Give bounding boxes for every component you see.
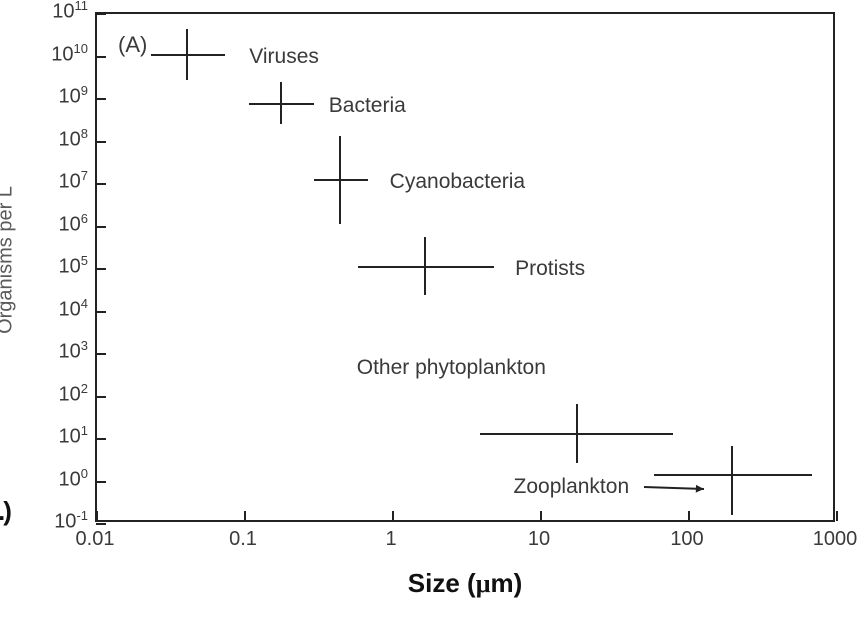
x-tick-label: 0.1 [229, 528, 257, 551]
errorbar-x-cyanobacteria [314, 179, 368, 181]
y-tick [96, 226, 106, 228]
y-tick [96, 56, 106, 58]
y-tick-label: 1011 [0, 1, 88, 24]
y-tick [96, 523, 106, 525]
y-tick-label: 103 [0, 341, 88, 364]
truncated-edge-text: .) [0, 496, 10, 527]
y-tick [96, 438, 106, 440]
y-tick-label: 104 [0, 298, 88, 321]
y-tick-label: 109 [0, 86, 88, 109]
errorbar-x-protists [358, 266, 494, 268]
errorbar-y-viruses [186, 29, 188, 80]
y-tick [96, 353, 106, 355]
errorbar-x-zooplankton [654, 474, 812, 476]
x-tick [96, 511, 98, 521]
y-tick-label: 105 [0, 256, 88, 279]
y-tick [96, 13, 106, 15]
y-tick [96, 396, 106, 398]
point-label-other-phytoplankton: Other phytoplankton [357, 356, 546, 380]
x-tick-label: 10 [528, 528, 550, 551]
y-tick-label: 108 [0, 128, 88, 151]
errorbar-y-other-phytoplankton [576, 404, 578, 463]
y-tick-label: 106 [0, 213, 88, 236]
x-tick-label: 1 [385, 528, 396, 551]
y-tick-label: 10-1 [0, 511, 88, 534]
x-tick [392, 511, 394, 521]
y-tick [96, 183, 106, 185]
arrow-zooplankton [638, 481, 710, 495]
errorbar-y-bacteria [280, 82, 282, 125]
errorbar-y-protists [424, 237, 426, 295]
point-label-viruses: Viruses [249, 45, 319, 69]
y-tick-label: 101 [0, 426, 88, 449]
errorbar-y-zooplankton [731, 446, 733, 514]
x-axis-title: Size (μm) [408, 568, 522, 599]
x-tick [836, 511, 838, 521]
y-tick-label: 107 [0, 171, 88, 194]
point-label-cyanobacteria: Cyanobacteria [390, 170, 525, 194]
x-tick [688, 511, 690, 521]
point-label-protists: Protists [515, 257, 585, 281]
point-label-bacteria: Bacteria [329, 94, 406, 118]
x-tick [244, 511, 246, 521]
y-tick-label: 100 [0, 468, 88, 491]
x-axis-title-text: Size ( [408, 568, 476, 598]
errorbar-y-cyanobacteria [339, 136, 341, 224]
y-tick [96, 98, 106, 100]
x-tick-label: 100 [670, 528, 703, 551]
y-tick [96, 268, 106, 270]
x-tick-label: 1000 [813, 528, 858, 551]
y-tick-label: 102 [0, 383, 88, 406]
chart-root: Organisms per L (A) 0.010.11101001000 10… [0, 0, 858, 620]
y-tick [96, 311, 106, 313]
y-tick [96, 481, 106, 483]
y-tick [96, 141, 106, 143]
y-tick-label: 1010 [0, 43, 88, 66]
point-label-zooplankton: Zooplankton [514, 475, 630, 499]
x-tick [540, 511, 542, 521]
